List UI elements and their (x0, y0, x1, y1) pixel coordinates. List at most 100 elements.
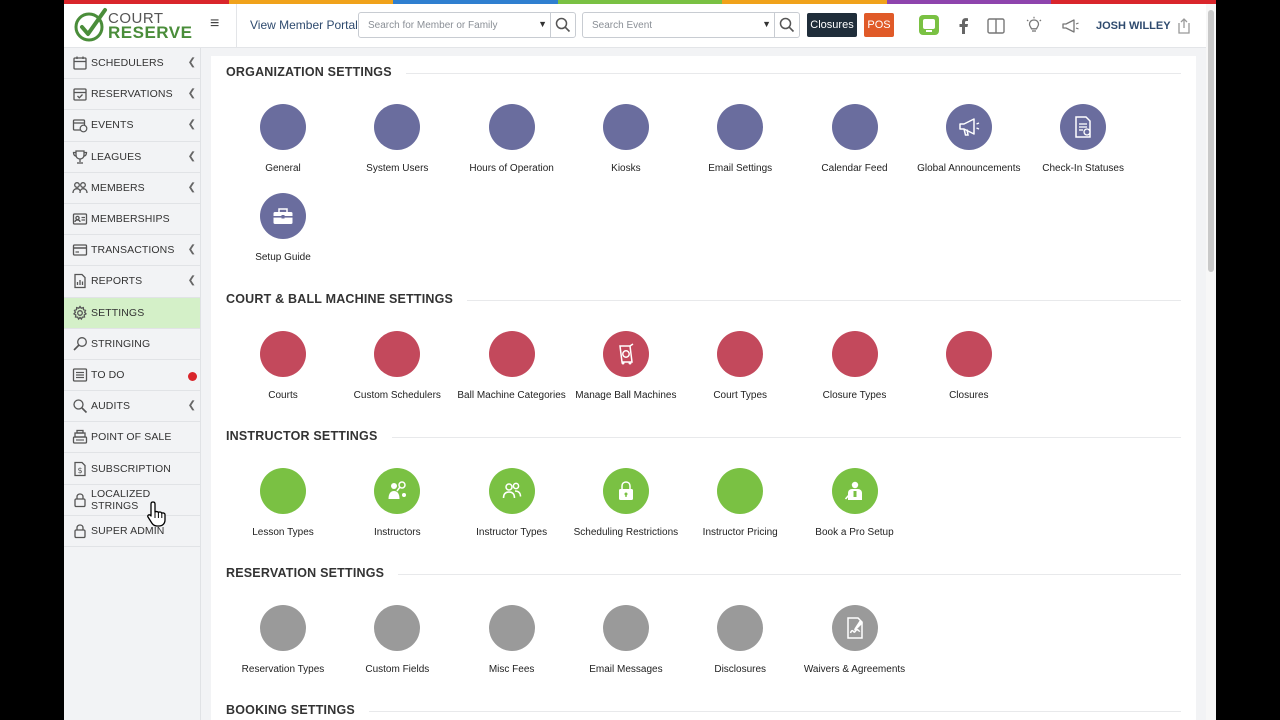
coach-icon (831, 468, 878, 514)
settings-tile-icon (260, 104, 306, 150)
user-menu[interactable]: JOSH WILLEY (1096, 20, 1171, 32)
tile-email-messages[interactable]: Email Messages (569, 605, 683, 675)
lock-icon (602, 468, 649, 514)
tile-label: Instructor Types (476, 527, 548, 538)
tile-instructor-pricing[interactable]: Instructor Pricing (683, 468, 797, 538)
section-divider (467, 300, 1181, 301)
member-search-icon[interactable] (555, 17, 571, 33)
court-reserve-logo[interactable]: COURT RESERVE (74, 6, 200, 46)
sidebar-item-leagues[interactable]: LEAGUES ❮ (64, 142, 200, 173)
sidebar-item-audits[interactable]: AUDITS ❮ (64, 391, 200, 423)
tile-label: Ball Machine Categories (457, 390, 566, 401)
sidebar-item-members[interactable]: MEMBERS ❮ (64, 173, 200, 204)
sidebar-item-label: POINT OF SALE (91, 431, 172, 444)
logout-icon[interactable] (1174, 16, 1194, 36)
tile-check-in-statuses[interactable]: Check-In Statuses (1026, 104, 1140, 174)
settings-tile-icon (488, 331, 535, 377)
tile-manage-ball-machines[interactable]: Manage Ball Machines (569, 331, 683, 401)
settings-tile-icon (488, 605, 535, 651)
tile-scheduling-restrictions[interactable]: Scheduling Restrictions (569, 468, 683, 538)
chevron-left-icon[interactable]: ❮ (187, 400, 196, 412)
section-divider (398, 574, 1181, 575)
chevron-left-icon[interactable]: ❮ (187, 119, 196, 131)
chat-icon[interactable] (918, 14, 940, 36)
hamburger-menu-icon[interactable]: ≡ (210, 15, 220, 32)
tile-email-settings[interactable]: Email Settings (683, 104, 797, 174)
facebook-icon[interactable] (954, 16, 974, 36)
tile-label: Closure Types (822, 390, 887, 401)
tile-instructor-types[interactable]: Instructor Types (455, 468, 569, 538)
chevron-left-icon[interactable]: ❮ (187, 150, 196, 162)
sidebar-item-label: SCHEDULERS (91, 57, 164, 70)
member-search-dropdown-icon[interactable]: ▼ (538, 19, 547, 29)
tile-closure-types[interactable]: Closure Types (798, 331, 912, 401)
tile-custom-schedulers[interactable]: Custom Schedulers (340, 331, 454, 401)
tile-label: Courts (268, 390, 298, 401)
sidebar-item-events[interactable]: EVENTS ❮ (64, 110, 200, 142)
settings-tile-icon (717, 331, 764, 377)
tile-kiosks[interactable]: Kiosks (569, 104, 683, 174)
tile-misc-fees[interactable]: Misc Fees (455, 605, 569, 675)
trophy-icon (72, 150, 88, 164)
tile-label: Instructor Pricing (702, 527, 778, 538)
tile-book-a-pro-setup[interactable]: Book a Pro Setup (798, 468, 912, 538)
sidebar-item-point-of-sale[interactable]: POINT OF SALE (64, 422, 200, 454)
chevron-left-icon[interactable]: ❮ (187, 244, 196, 256)
closures-button[interactable]: Closures (807, 13, 857, 37)
scrollbar-thumb[interactable] (1208, 10, 1214, 272)
tile-label: Check-In Statuses (1042, 163, 1124, 174)
sidebar-item-schedulers[interactable]: SCHEDULERS ❮ (64, 48, 200, 80)
tile-courts[interactable]: Courts (226, 331, 340, 401)
chevron-left-icon[interactable]: ❮ (187, 88, 196, 100)
layout-icon[interactable] (986, 16, 1006, 36)
sidebar-item-stringing[interactable]: STRINGING (64, 329, 200, 360)
sidebar-item-subscription[interactable]: $ SUBSCRIPTION (64, 453, 200, 485)
pos-button[interactable]: POS (864, 13, 894, 37)
tile-setup-guide[interactable]: Setup Guide (226, 193, 340, 263)
tile-calendar-feed[interactable]: Calendar Feed (798, 104, 912, 174)
view-member-portal-link[interactable]: View Member Portal (250, 18, 358, 32)
page-scrollbar[interactable] (1206, 4, 1216, 720)
tile-ball-machine-categories[interactable]: Ball Machine Categories (455, 331, 569, 401)
settings-tile-icon (602, 104, 649, 150)
tile-disclosures[interactable]: Disclosures (683, 605, 797, 675)
sidebar-item-reports[interactable]: REPORTS ❮ (64, 266, 200, 298)
tile-label: Custom Schedulers (353, 390, 441, 401)
chevron-left-icon[interactable]: ❮ (187, 181, 196, 193)
tile-custom-fields[interactable]: Custom Fields (340, 605, 454, 675)
sidebar-item-settings[interactable]: SETTINGS (64, 297, 200, 329)
member-search-input[interactable] (359, 13, 539, 37)
event-search-input[interactable] (583, 13, 763, 37)
sidebar-item-super-admin[interactable]: SUPER ADMIN (64, 516, 200, 547)
event-search-dropdown-icon[interactable]: ▼ (762, 19, 771, 29)
sidebar-item-transactions[interactable]: TRANSACTIONS ❮ (64, 235, 200, 267)
sidebar-item-label: EVENTS (91, 119, 134, 132)
sidebar-item-reservations[interactable]: RESERVATIONS ❮ (64, 79, 200, 111)
tile-closures[interactable]: Closures (912, 331, 1026, 401)
tile-lesson-types[interactable]: Lesson Types (226, 468, 340, 538)
tile-waivers-and-agreements[interactable]: Waivers & Agreements (798, 605, 912, 675)
megaphone-icon[interactable] (1060, 16, 1080, 36)
sidebar-item-memberships[interactable]: MEMBERSHIPS (64, 204, 200, 236)
section-title-court-and-ball-machine-settings: COURT & BALL MACHINE SETTINGS (226, 292, 454, 306)
sidebar-item-label: RESERVATIONS (91, 88, 173, 101)
tile-general[interactable]: General (226, 104, 340, 174)
tile-court-types[interactable]: Court Types (683, 331, 797, 401)
sidebar-item-to-do[interactable]: TO DO (64, 360, 200, 392)
chevron-left-icon[interactable]: ❮ (187, 275, 196, 287)
gear-icon (72, 304, 88, 320)
tile-global-announcements[interactable]: Global Announcements (912, 104, 1026, 174)
sidebar-item-label: SUBSCRIPTION (91, 462, 171, 475)
tile-instructors[interactable]: Instructors (340, 468, 454, 538)
section-title-instructor-settings: INSTRUCTOR SETTINGS (226, 429, 378, 443)
sidebar-item-localized-strings[interactable]: LOCALIZED STRINGS (64, 485, 200, 516)
lightbulb-icon[interactable] (1024, 16, 1044, 36)
chevron-left-icon[interactable]: ❮ (187, 57, 196, 68)
sidebar-item-label: STRINGING (91, 337, 151, 350)
tile-system-users[interactable]: System Users (340, 104, 454, 174)
tile-label: Instructors (373, 527, 421, 538)
tile-hours-of-operation[interactable]: Hours of Operation (455, 104, 569, 174)
tile-reservation-types[interactable]: Reservation Types (226, 605, 340, 675)
sidebar-item-label: AUDITS (91, 400, 131, 413)
event-search-icon[interactable] (779, 17, 795, 33)
